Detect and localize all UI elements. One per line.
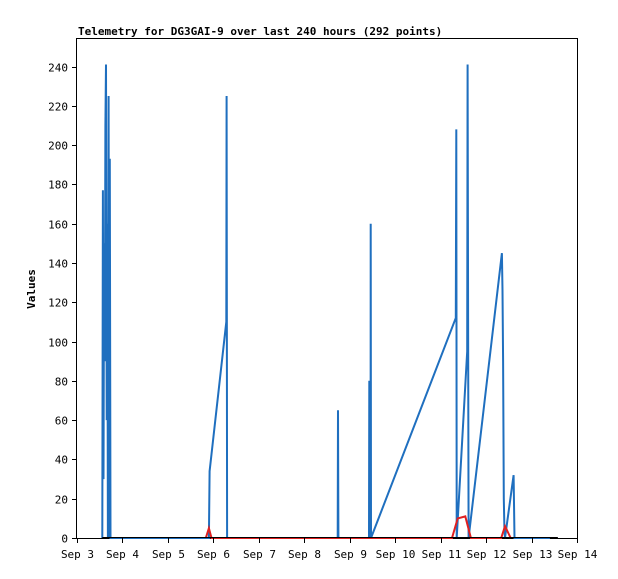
x-tick-label: Sep 14: [558, 548, 598, 561]
x-tick-label: Sep 8: [288, 548, 321, 561]
x-tick-label: Sep 13: [513, 548, 553, 561]
series-line-1: [204, 515, 512, 539]
y-tick-label: 180: [48, 179, 68, 192]
x-tick-label: Sep 7: [243, 548, 276, 561]
y-tick-label: 200: [48, 140, 68, 153]
chart-title: Telemetry for DG3GAI-9 over last 240 hou…: [78, 25, 442, 38]
y-tick-label: 160: [48, 219, 68, 232]
y-tick-label: 80: [55, 376, 68, 389]
y-tick-label: 240: [48, 62, 68, 75]
x-tick-label: Sep 9: [334, 548, 367, 561]
y-tick-label: 0: [61, 533, 68, 546]
x-tick-label: Sep 10: [376, 548, 416, 561]
y-tick-label: 120: [48, 297, 68, 310]
x-tick-label: Sep 3: [61, 548, 94, 561]
y-tick-label: 40: [55, 454, 68, 467]
y-tick-label: 220: [48, 101, 68, 114]
x-tick-label: Sep 6: [197, 548, 230, 561]
x-tick-label: Sep 4: [106, 548, 139, 561]
y-tick-label: 100: [48, 337, 68, 350]
x-tick-label: Sep 11: [422, 548, 462, 561]
y-tick-label: 140: [48, 258, 68, 271]
y-axis: 0 20 40 60 80 100 120 140 160 180 200 220 240: [48, 62, 77, 546]
y-tick-label: 60: [55, 415, 68, 428]
series-layer: [101, 64, 558, 539]
y-axis-label: Values: [25, 269, 38, 309]
y-tick-label: 20: [55, 494, 68, 507]
plot-area: [76, 38, 578, 539]
x-tick-label: Sep 12: [467, 548, 507, 561]
x-tick-label: Sep 5: [152, 548, 185, 561]
x-axis: Sep 3 Sep 4 Sep 5 Sep 6 Sep 7 Sep 8 Sep 9 Sep 1…: [61, 538, 598, 561]
